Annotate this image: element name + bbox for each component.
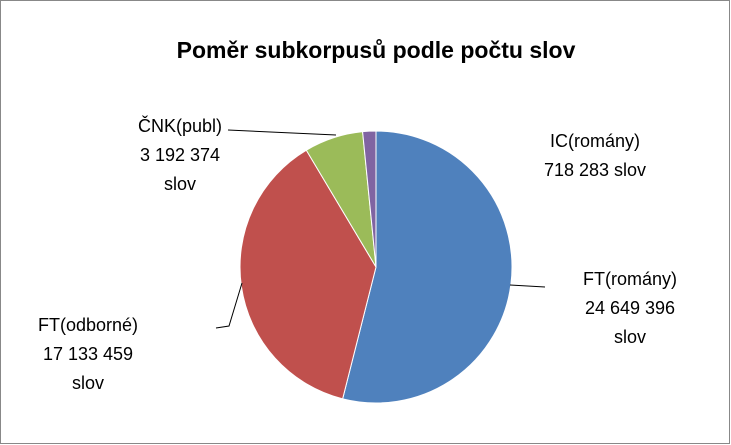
label-value: 718 283 slov (543, 160, 647, 180)
label-value: 17 133 459 slov (42, 344, 134, 393)
label-category: FT(romány) (583, 269, 677, 289)
leader-line (509, 284, 546, 288)
pie (239, 130, 513, 404)
chart-title: Poměr subkorpusů podle počtu slov (177, 37, 576, 63)
leader-line (227, 129, 337, 136)
leader-line (215, 282, 243, 329)
label-category: IC(romány) (549, 131, 640, 151)
label-category: ČNK(publ) (137, 116, 223, 136)
pie-slice (239, 149, 377, 400)
label-value: 24 649 396 slov (584, 298, 676, 347)
data-label: FT(romány) 24 649 396 slov (530, 265, 730, 352)
label-value: 3 192 374 slov (139, 145, 221, 194)
data-label: ČNK(publ) 3 192 374 slov (120, 112, 240, 199)
pie-slice (362, 130, 377, 268)
label-category: FT(odborné) (37, 315, 139, 335)
data-label: IC(romány) 718 283 slov (515, 127, 675, 185)
pie-slice (342, 130, 513, 404)
data-label: FT(odborné) 17 133 459 slov (8, 311, 168, 398)
